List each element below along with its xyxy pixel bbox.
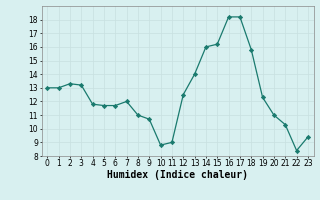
X-axis label: Humidex (Indice chaleur): Humidex (Indice chaleur) (107, 170, 248, 180)
